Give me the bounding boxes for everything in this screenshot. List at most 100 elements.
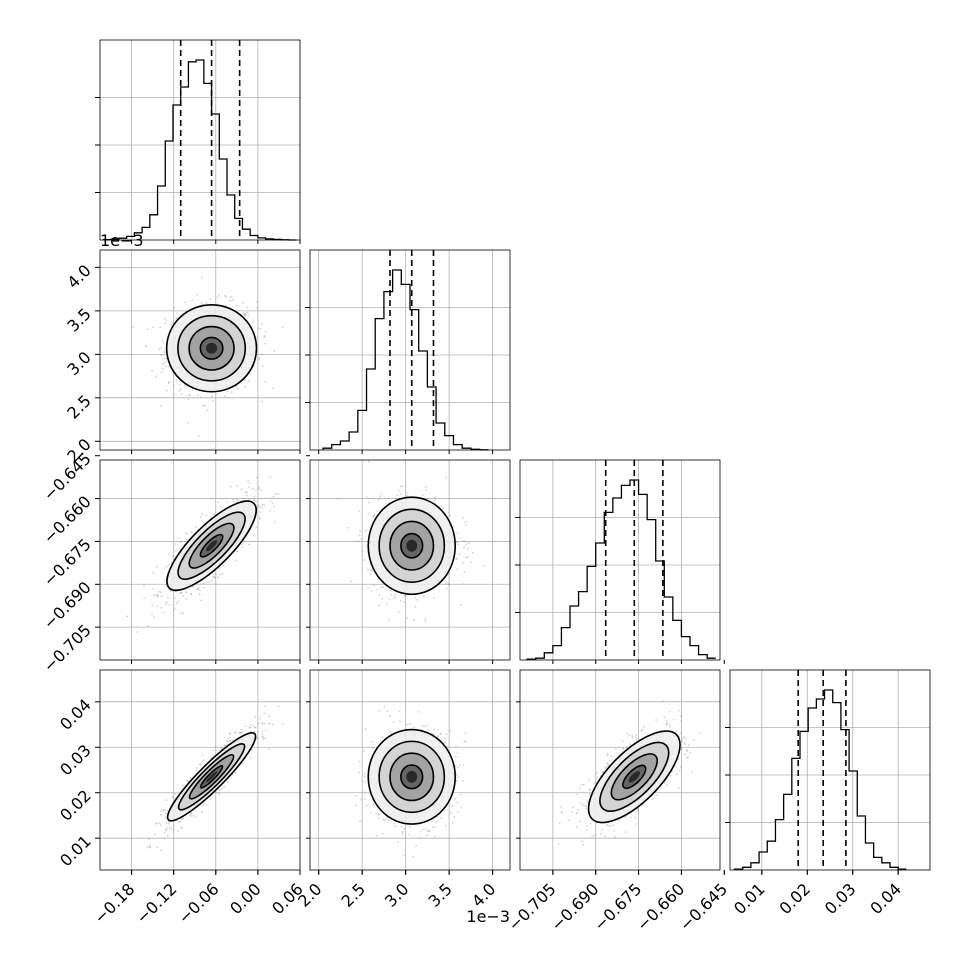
sample-point xyxy=(422,595,425,597)
sample-point xyxy=(178,821,181,823)
sample-point xyxy=(210,756,213,759)
sample-point xyxy=(165,829,168,832)
sample-point xyxy=(244,725,247,728)
sample-point xyxy=(456,752,459,755)
sample-point xyxy=(250,724,253,727)
sample-point xyxy=(268,722,270,725)
sample-point xyxy=(387,619,390,621)
sample-point xyxy=(259,511,262,514)
sample-point xyxy=(427,729,430,732)
sample-point xyxy=(272,350,275,353)
sample-point xyxy=(253,499,255,502)
sample-point xyxy=(371,569,373,572)
sample-point xyxy=(439,732,442,735)
sample-point xyxy=(178,390,181,392)
sample-point xyxy=(163,317,166,320)
sample-point xyxy=(656,794,658,797)
sample-point xyxy=(424,617,427,620)
sample-point xyxy=(424,828,427,830)
panel-frame xyxy=(309,249,511,451)
sample-point xyxy=(151,587,154,590)
sample-point xyxy=(172,609,175,612)
sample-point xyxy=(215,573,217,576)
sample-point xyxy=(444,737,447,740)
sample-point xyxy=(242,497,245,500)
sample-point xyxy=(168,381,170,384)
sample-point xyxy=(415,845,418,847)
sample-point xyxy=(160,354,163,357)
sample-point xyxy=(186,533,188,536)
sample-point xyxy=(260,323,263,326)
sample-point xyxy=(165,603,168,606)
sample-point xyxy=(217,501,220,504)
sample-point xyxy=(136,631,138,633)
sample-point xyxy=(172,555,174,557)
sample-point xyxy=(389,715,392,718)
sample-point xyxy=(220,788,223,791)
sample-point xyxy=(455,557,458,560)
sample-point xyxy=(606,824,609,827)
sample-point xyxy=(261,400,263,403)
panel-frame xyxy=(99,249,301,451)
sample-point xyxy=(412,619,415,621)
sample-point xyxy=(178,820,181,823)
sample-point xyxy=(222,564,225,567)
sample-point xyxy=(373,804,375,807)
sample-point xyxy=(194,815,197,818)
sample-point xyxy=(176,602,178,605)
sample-point xyxy=(365,529,367,532)
sample-point xyxy=(162,362,165,365)
sample-point xyxy=(359,530,361,533)
sample-point xyxy=(224,744,226,747)
sample-point xyxy=(422,494,424,497)
sample-point xyxy=(271,387,274,390)
sample-point xyxy=(459,537,461,540)
sample-point xyxy=(143,597,146,600)
sample-point xyxy=(175,379,178,382)
diagonal-panel-1 xyxy=(305,249,511,451)
sample-point xyxy=(394,593,397,596)
sample-point xyxy=(445,732,448,735)
sample-point xyxy=(383,705,386,708)
sample-point xyxy=(614,836,617,838)
sample-point xyxy=(169,589,172,592)
sample-point xyxy=(462,561,465,564)
sample-point xyxy=(419,830,422,833)
sample-point xyxy=(417,710,420,713)
sample-point xyxy=(414,605,417,608)
sample-point xyxy=(236,498,238,501)
sample-point xyxy=(186,780,189,783)
sample-point xyxy=(253,499,256,502)
sample-point xyxy=(132,326,135,328)
sample-point xyxy=(173,307,175,310)
sample-point xyxy=(163,348,166,351)
sample-point xyxy=(264,342,267,345)
sample-point xyxy=(428,829,431,832)
sample-point xyxy=(379,495,381,498)
sample-point xyxy=(560,810,563,813)
density-shade xyxy=(406,770,418,783)
sample-point xyxy=(191,299,194,302)
sample-point xyxy=(399,485,402,488)
sample-point xyxy=(178,383,181,386)
sample-point xyxy=(268,723,271,726)
sample-point xyxy=(445,587,448,590)
sample-point xyxy=(261,722,264,725)
sample-point xyxy=(190,812,192,815)
sample-point xyxy=(579,802,582,805)
sample-point xyxy=(264,737,267,740)
sample-point xyxy=(185,591,188,594)
sample-point xyxy=(378,813,381,816)
sample-point xyxy=(434,496,437,498)
sample-point xyxy=(226,390,229,393)
sample-point xyxy=(582,783,585,786)
sample-point xyxy=(456,568,459,571)
sample-point xyxy=(384,502,387,505)
sample-point xyxy=(182,784,185,787)
sample-point xyxy=(184,385,187,387)
sample-point xyxy=(197,435,200,438)
sample-point xyxy=(377,593,380,596)
sample-point xyxy=(447,582,450,585)
sample-point xyxy=(218,567,221,570)
sample-point xyxy=(197,587,200,590)
